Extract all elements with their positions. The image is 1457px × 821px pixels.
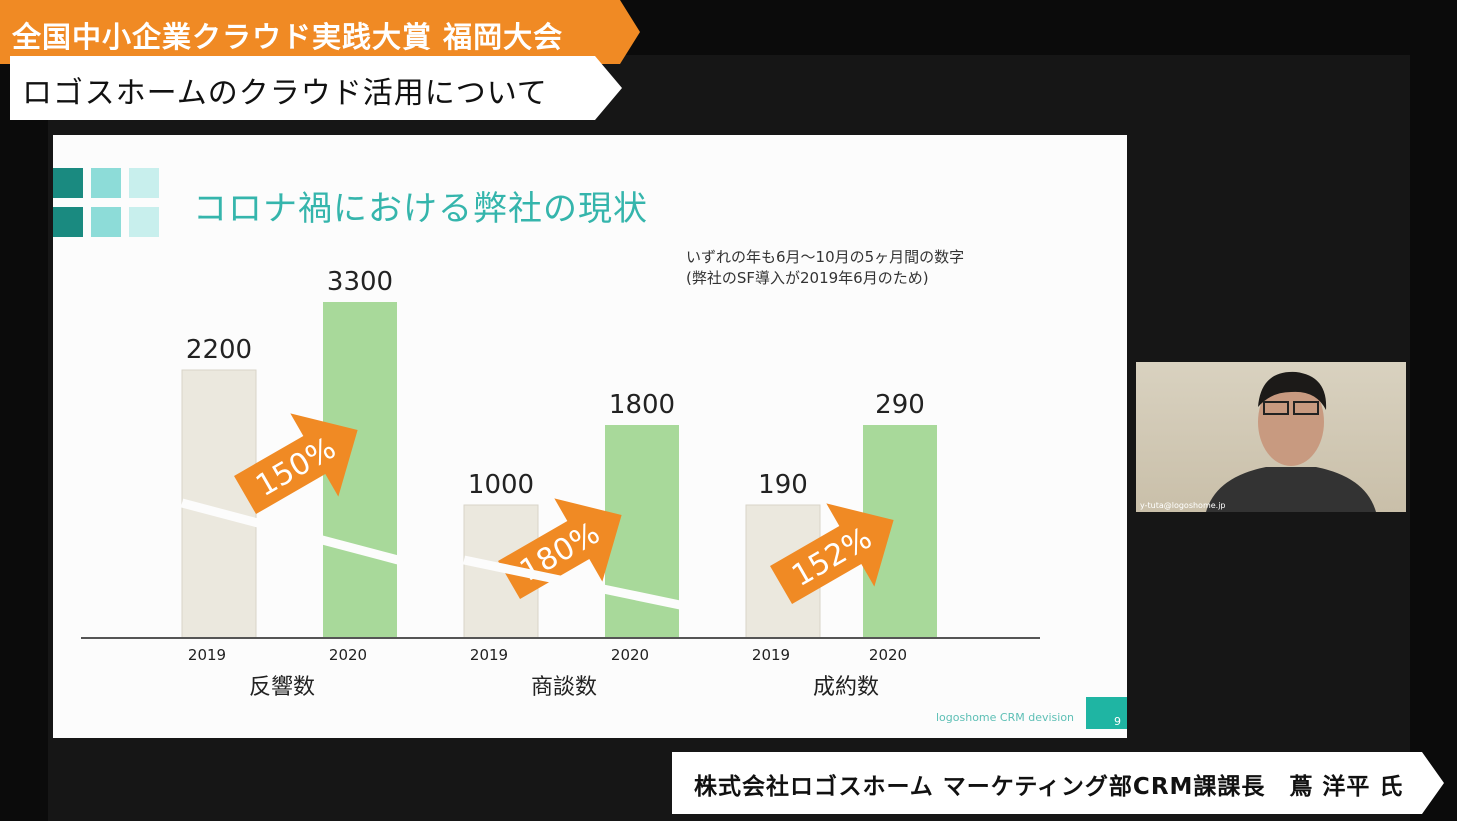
data-label: 1800 [609,390,675,420]
slide: コロナ禍における弊社の現状 いずれの年も6月～10月の5ヶ月間の数字 (弊社のS… [53,135,1127,738]
arrow-shape [770,503,894,605]
data-label: 2200 [186,335,252,365]
slide-footer: logoshome CRM devision [936,711,1075,724]
note-line-2: (弊社のSF導入が2019年6月のため) [686,269,929,287]
tick-label: 2019 [188,646,226,664]
axis-break [463,555,681,610]
tick-label: 2020 [869,646,907,664]
speaker-video: y-tuta@logoshome.jp [1136,362,1406,512]
logo-square [129,168,159,198]
group-label: 反響数 [249,675,315,700]
tick-label: 2020 [611,646,649,664]
slide-title: コロナ禍における弊社の現状 [193,189,648,229]
event-title-banner: 全国中小企業クラウド実践大賞 福岡大会 [0,0,640,64]
logo-square [91,168,121,198]
chart-note: いずれの年も6月～10月の5ヶ月間の数字 (弊社のSF導入が2019年6月のため… [686,247,964,289]
group-label: 商談数 [531,675,597,700]
data-label: 3300 [327,267,393,297]
group-label: 成約数 [813,675,879,700]
data-label: 190 [758,470,808,500]
logo-square [129,207,159,237]
participant-name: y-tuta@logoshome.jp [1140,501,1226,510]
person-silhouette [1206,371,1376,512]
tick-label: 2019 [470,646,508,664]
page-number: 9 [1086,697,1127,729]
tick-label: 2019 [752,646,790,664]
speaker-banner: 株式会社ロゴスホーム マーケティング部CRM課課長 蔦 洋平 氏 [672,752,1444,814]
topic-banner: ロゴスホームのクラウド活用について [10,56,622,120]
tick-label: 2020 [329,646,367,664]
logo-square [53,207,83,237]
note-line-1: いずれの年も6月～10月の5ヶ月間の数字 [686,248,965,266]
data-label: 290 [875,390,925,420]
data-label: 1000 [468,470,534,500]
logo-square [91,207,121,237]
arrow-shape [234,413,358,515]
axis-break [180,498,400,565]
logo-square [53,168,83,198]
